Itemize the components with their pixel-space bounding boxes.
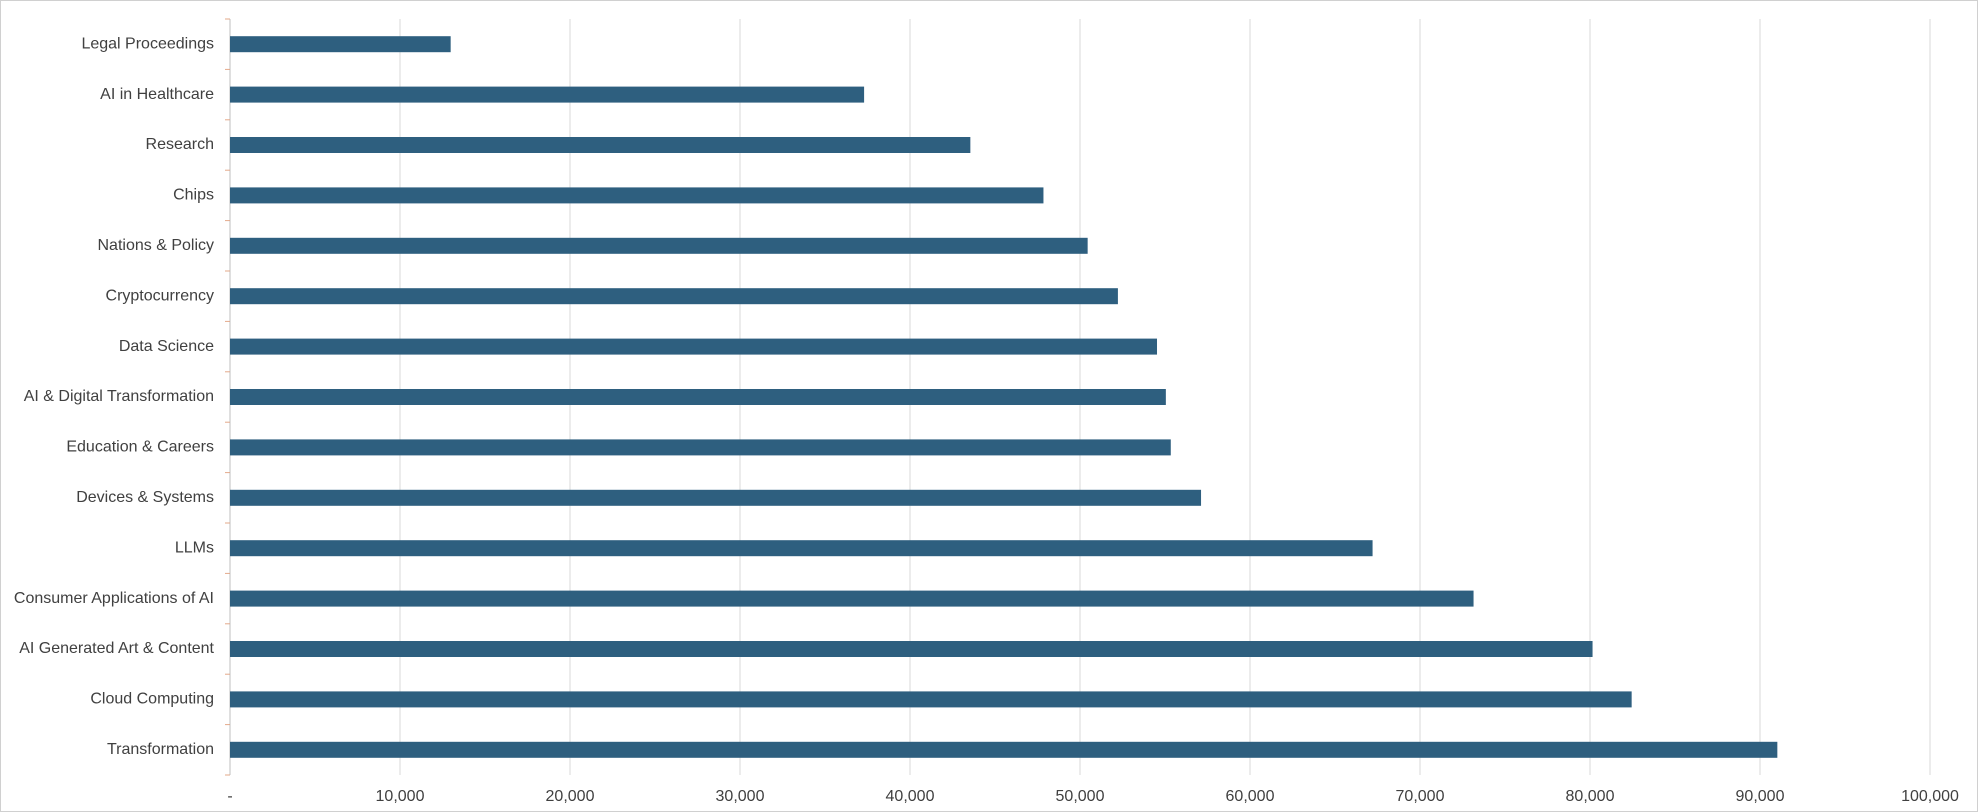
y-tick-label: Nations & Policy — [98, 237, 215, 254]
x-tick-label: 80,000 — [1566, 788, 1615, 805]
x-tick-label: 100,000 — [1901, 788, 1959, 805]
y-tick-label: Cloud Computing — [90, 691, 214, 708]
x-tick-label: 20,000 — [546, 788, 595, 805]
y-tick-label: Cryptocurrency — [106, 287, 214, 304]
y-tick-label: Transformation — [107, 741, 214, 758]
x-tick-label: 70,000 — [1396, 788, 1445, 805]
x-tick-label: 30,000 — [716, 788, 765, 805]
y-tick-label: Research — [146, 136, 214, 153]
bar — [230, 741, 1778, 758]
bar — [230, 489, 1202, 506]
y-tick-label: AI in Healthcare — [100, 86, 214, 103]
y-tick-label: Legal Proceedings — [81, 35, 214, 52]
x-tick-label: 40,000 — [886, 788, 935, 805]
y-tick-label: Data Science — [119, 338, 214, 355]
bar — [230, 288, 1118, 305]
y-tick-label: LLMs — [175, 539, 214, 556]
y-tick-label: Chips — [173, 187, 214, 204]
x-tick-label: 10,000 — [376, 788, 425, 805]
y-tick-label: Consumer Applications of AI — [14, 590, 214, 607]
x-tick-label: 60,000 — [1226, 788, 1275, 805]
bar — [230, 187, 1044, 204]
y-tick-label: AI & Digital Transformation — [24, 388, 214, 405]
bar — [230, 641, 1593, 657]
bar — [230, 137, 971, 153]
bar — [230, 36, 451, 53]
bar — [230, 691, 1632, 708]
x-tick-label: 90,000 — [1736, 788, 1785, 805]
bar — [230, 389, 1166, 405]
x-tick-label: - — [227, 788, 232, 805]
y-tick-label: AI Generated Art & Content — [19, 640, 214, 657]
x-tick-label: 50,000 — [1056, 788, 1105, 805]
bar — [230, 237, 1088, 254]
bar — [230, 439, 1171, 456]
y-tick-label: Devices & Systems — [76, 489, 214, 506]
bar — [230, 86, 865, 103]
bar — [230, 540, 1373, 557]
bar — [230, 338, 1158, 355]
bar — [230, 590, 1474, 607]
y-tick-label: Education & Careers — [66, 439, 214, 456]
